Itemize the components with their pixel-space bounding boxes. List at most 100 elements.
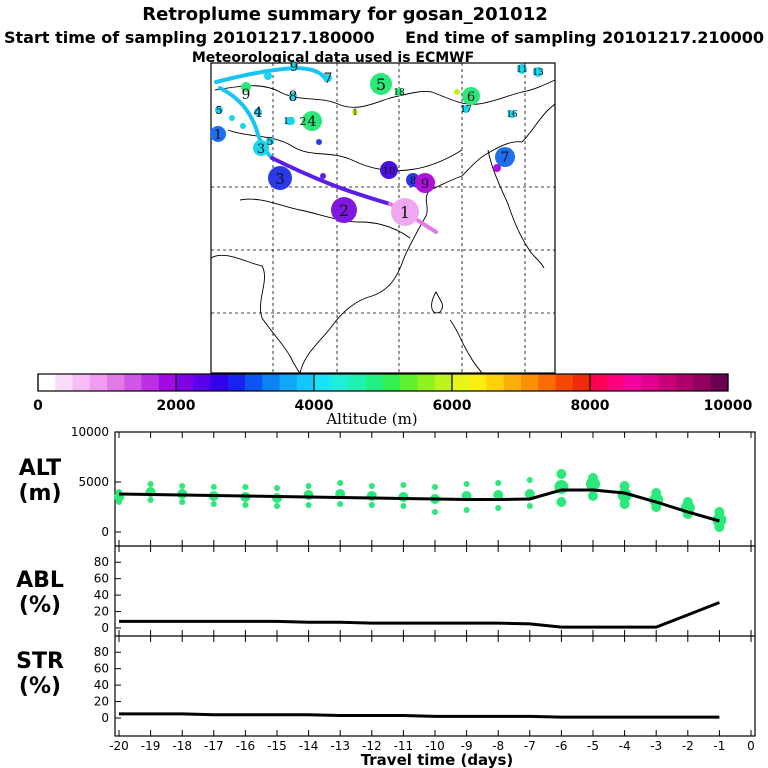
colorbar-swatch	[572, 374, 591, 391]
map-cluster-5c: 5	[266, 135, 274, 148]
alt-scatter-point	[493, 490, 504, 500]
x-tick-label: -13	[330, 739, 350, 753]
svg-text:17: 17	[460, 105, 472, 115]
alt-scatter-point	[526, 477, 533, 483]
alt-scatter-point	[495, 480, 502, 486]
colorbar-swatch	[176, 374, 194, 391]
alt-scatter-point	[463, 507, 470, 513]
alt-scatter-point	[619, 499, 630, 509]
alt-scatter-point	[432, 509, 438, 515]
alt-scatter-point	[179, 499, 186, 505]
svg-text:8: 8	[410, 176, 416, 187]
svg-text:5: 5	[376, 75, 386, 94]
map-cluster-2b: 2	[287, 115, 307, 128]
colorbar-tick-label: 6000	[433, 398, 472, 414]
svg-text:2: 2	[339, 201, 349, 220]
svg-text:9: 9	[421, 177, 429, 192]
abl-y-tick-label: 60	[94, 572, 109, 586]
map-cluster-1c: 1	[352, 108, 358, 117]
x-tick-label: -8	[492, 739, 504, 753]
svg-text:16: 16	[506, 110, 518, 120]
x-axis-label: Travel time (days)	[361, 751, 514, 768]
x-tick-label: -9	[461, 739, 473, 753]
alt-scatter-point	[556, 497, 567, 507]
x-tick-label: -2	[682, 739, 694, 753]
alt-scatter-point	[651, 502, 662, 512]
map-cluster-9c: 9	[290, 60, 298, 75]
colorbar-tick-label: 4000	[295, 398, 334, 414]
x-tick-label: -19	[141, 739, 161, 753]
colorbar-swatch	[590, 374, 608, 391]
x-tick-label: -14	[299, 739, 319, 753]
trajectory-map: 1 2 3 4 5 6 7	[210, 60, 556, 374]
map-cluster-1: 1	[391, 198, 419, 226]
trajectory-clusters: 1 2 3 4 5 6 7	[210, 60, 544, 226]
alt-scatter-point	[147, 497, 154, 503]
colorbar-swatch	[210, 374, 229, 391]
x-tick-label: 0	[747, 739, 755, 753]
map-cluster-9b: 9	[241, 82, 251, 103]
map-cluster-6: 6	[462, 87, 480, 105]
alt-scatter-point	[368, 502, 375, 508]
svg-text:4: 4	[254, 105, 263, 121]
altitude-colorbar: 0 2000 4000 6000 8000 10000 Altitude (m)	[33, 373, 753, 428]
x-tick-label: -6	[555, 739, 567, 753]
alt-scatter-point	[242, 484, 249, 490]
map-cluster-8b: 8	[289, 89, 298, 105]
map-cluster-9: 9	[415, 173, 435, 193]
map-marker-small	[454, 89, 460, 95]
colorbar-swatch	[107, 374, 125, 391]
svg-text:10: 10	[383, 166, 396, 177]
map-graticule	[211, 63, 555, 373]
svg-text:1: 1	[214, 128, 222, 143]
svg-text:7: 7	[324, 71, 333, 87]
x-tick-label: -5	[587, 739, 599, 753]
str-y-tick-label: 60	[94, 662, 109, 676]
colorbar-swatch	[486, 374, 505, 391]
svg-text:3: 3	[275, 170, 285, 188]
colorbar-swatch	[55, 374, 73, 391]
colorbar-swatch	[158, 374, 177, 391]
map-cluster-5: 5	[370, 73, 392, 95]
abl-panel-label: ABL	[16, 568, 64, 593]
colorbar-swatch	[693, 374, 712, 391]
map-cluster-13: 13	[532, 67, 544, 78]
alt-scatter-point	[526, 503, 533, 509]
colorbar-swatch	[710, 374, 729, 391]
colorbar-swatch	[38, 374, 56, 391]
abl-y-tick-label: 40	[94, 588, 109, 602]
map-cluster-1b: 1	[210, 126, 226, 143]
figure-title: Retroplume summary for gosan_201012	[142, 4, 548, 25]
x-tick-label: -20	[109, 739, 129, 753]
colorbar-swatch	[538, 374, 556, 391]
alt-y-tick-label: 10000	[71, 425, 109, 439]
svg-text:7: 7	[501, 150, 510, 166]
alt-scatter-point	[210, 484, 217, 490]
abl-series-line	[119, 601, 720, 629]
str-y-tick-label: 0	[101, 711, 109, 725]
map-cluster-3: 3	[268, 166, 292, 190]
colorbar-tick-label: 8000	[571, 398, 610, 414]
colorbar-swatch	[227, 374, 246, 391]
map-marker-small	[316, 139, 322, 145]
colorbar-tick-label: 0	[33, 398, 43, 414]
alt-scatter-point	[495, 505, 502, 511]
map-cluster-17: 17	[460, 105, 472, 115]
alt-scatter-point	[147, 481, 154, 487]
x-tick-label: -16	[236, 739, 256, 753]
alt-scatter-point	[463, 481, 470, 487]
time-series-panels: ALT (m) ABL (%) STR (%) 10000 5000 0 80 60 4…	[16, 425, 756, 768]
alt-y-tick-label: 0	[101, 525, 109, 539]
x-tick-label: -12	[362, 739, 382, 753]
map-cluster-4b: 4	[254, 105, 263, 121]
colorbar-swatch	[262, 374, 280, 391]
str-y-tick-label: 80	[94, 645, 109, 659]
alt-scatter-point	[242, 502, 249, 508]
colorbar-tick-label: 2000	[157, 398, 196, 414]
colorbar-swatch	[314, 374, 332, 391]
map-cluster-11: 11	[516, 64, 528, 75]
x-tick-label: -4	[619, 739, 631, 753]
alt-scatter-point	[210, 501, 217, 507]
abl-y-tick-label: 80	[94, 555, 109, 569]
x-tick-label: -17	[204, 739, 224, 753]
